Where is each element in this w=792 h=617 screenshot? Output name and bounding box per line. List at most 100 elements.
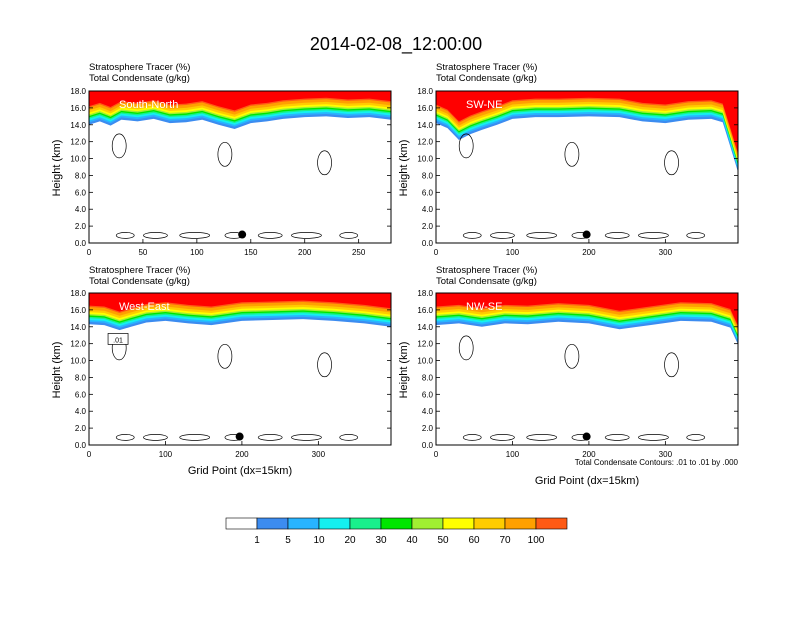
panel-1-subtitle-1: Stratosphere Tracer (%) (89, 62, 190, 73)
panel-2-xtick-label-3: 300 (659, 248, 673, 257)
panel-4-location-marker (582, 432, 591, 441)
panel-4-frame (435, 292, 739, 446)
panel-3-ytick-label-8: 16.0 (70, 306, 86, 315)
panel-1-ytick-label-7: 14.0 (70, 121, 86, 130)
panel-1: South-North 0.0 2.0 4.0 6.0 8.0 10.0 12.0 14.0 16… (70, 87, 392, 257)
panel-3-xtick-label-1: 100 (159, 450, 173, 459)
panel-2-subtitle-2: Total Condensate (g/kg) (436, 73, 537, 84)
panel-4-xtick-label-0: 0 (434, 450, 439, 459)
panel-4-ytick-label-9: 18.0 (417, 289, 433, 298)
panel-2-band-top (436, 91, 738, 154)
panel-1-xtick-label-1: 50 (138, 248, 147, 257)
panel-4-contour-low-6 (686, 434, 706, 441)
panel-3-condensate-contours (111, 335, 359, 441)
panel-2-contour-low-1 (490, 232, 515, 239)
panel-1-contour-low-0 (115, 232, 135, 239)
panel-1-condensate-contours (111, 133, 359, 239)
colorbar-swatch-6 (411, 517, 444, 530)
panel-3-contour-low-2 (179, 434, 211, 441)
panel-3-xtick-label-3: 300 (312, 450, 326, 459)
panel-4-ytick-label-5: 10.0 (417, 357, 433, 366)
panel-3-subtitle-1: Stratosphere Tracer (%) (89, 265, 190, 276)
panel-3-ytick-label-7: 14.0 (70, 323, 86, 332)
panel-4-contour-low-5 (638, 434, 669, 441)
panel-2-subtitle-1: Stratosphere Tracer (%) (436, 62, 537, 73)
panel-1-contour-low-4 (257, 232, 283, 239)
panel-4-condensate-contours (458, 335, 706, 441)
panel-1-xtick-label-5: 250 (352, 248, 366, 257)
panel-1-xtick-label-0: 0 (87, 248, 92, 257)
panel-1-ytick-label-3: 6.0 (75, 188, 87, 197)
colorbar-swatch-5 (380, 517, 413, 530)
panel-3-contour-low-4 (257, 434, 283, 441)
panel-3-ytick-label-0: 0.0 (75, 441, 87, 450)
panel-1-ytick-label-1: 2.0 (75, 222, 87, 231)
colorbar-swatch-0 (225, 517, 258, 530)
panel-2-contour-low-2 (526, 232, 558, 239)
colorbar-swatch-4 (349, 517, 382, 530)
colorbar-swatch-7 (442, 517, 475, 530)
panel-4-contour-low-1 (490, 434, 515, 441)
panel-3-location-marker (235, 432, 244, 441)
panel-4-contour-mid-2 (664, 352, 679, 378)
panel-2-xtick-label-0: 0 (434, 248, 439, 257)
panel-1-xtick-label-2: 100 (190, 248, 204, 257)
panel-1-xtick-label-3: 150 (244, 248, 258, 257)
colorbar-label-4: 30 (375, 535, 387, 546)
panel-2-contour-mid-1 (564, 141, 580, 167)
colorbar-label-1: 5 (285, 535, 291, 546)
panel-1-ytick-label-6: 12.0 (70, 138, 86, 147)
figure-title: 2014-02-08_12:00:00 (310, 34, 482, 55)
panel-1-contour-low-1 (143, 232, 168, 239)
panel-1-contour-mid-2 (317, 150, 332, 176)
panel-3-tracer-fill (89, 293, 391, 331)
panel-3-contour-label-box (107, 333, 129, 345)
panel-3-contour-low-5 (291, 434, 322, 441)
panel-1-header: Stratosphere Tracer (%) Total Condensate… (89, 62, 190, 84)
panel-4-ytick-label-1: 2.0 (422, 424, 434, 433)
panel-4-xtick-label-1: 100 (506, 450, 520, 459)
colorbar-label-6: 50 (437, 535, 449, 546)
panel-3-header: Stratosphere Tracer (%) Total Condensate… (89, 265, 190, 287)
panel-4-ytick-label-6: 12.0 (417, 340, 433, 349)
panel-1-contour-mid-0 (111, 133, 127, 159)
panel-4-ytick-label-7: 14.0 (417, 323, 433, 332)
panel-1-ytick-label-8: 16.0 (70, 104, 86, 113)
panel-3-xtick-label-0: 0 (87, 450, 92, 459)
panel-3-contour-mid-1 (217, 343, 233, 369)
panel-2-contour-low-5 (638, 232, 669, 239)
panel-2-contour-low-4 (604, 232, 630, 239)
panel-2-ytick-label-2: 4.0 (422, 205, 434, 214)
colorbar-label-2: 10 (313, 535, 325, 546)
panel-2-contour-low-0 (462, 232, 482, 239)
panel-4-ytick-label-4: 8.0 (422, 373, 434, 382)
colorbar-label-7: 60 (468, 535, 480, 546)
panel-4-ylabel: Height (km) (398, 342, 410, 399)
panel-4-contour-low-4 (604, 434, 630, 441)
panel-2: SW-NE 0.0 2.0 4.0 6.0 8.0 10.0 12.0 14.0 16.0 18.0… (417, 87, 739, 257)
panel-1-ytick-label-4: 8.0 (75, 171, 87, 180)
panel-2-band-8 (436, 91, 738, 158)
panel-1-name: South-North (119, 99, 178, 111)
panel-3-ytick-label-9: 18.0 (70, 289, 86, 298)
panel-4-subtitle-1: Stratosphere Tracer (%) (436, 265, 537, 276)
panel-2-ytick-label-0: 0.0 (422, 239, 434, 248)
panel-3-contour-mid-2 (317, 352, 332, 378)
panel-2-ytick-label-7: 14.0 (417, 121, 433, 130)
panel-3-ytick-label-5: 10.0 (70, 357, 86, 366)
panel-3-ylabel: Height (km) (51, 342, 63, 399)
panel-4-name: NW-SE (466, 301, 502, 313)
panel-2-location-marker (582, 230, 591, 239)
panel-1-ylabel: Height (km) (51, 140, 63, 197)
panel-1-contour-mid-1 (217, 141, 233, 167)
panel-4-ytick-label-8: 16.0 (417, 306, 433, 315)
panel-1-tracer-fill (89, 91, 391, 129)
panel-1-location-marker (238, 230, 247, 239)
panel-1-ytick-label-0: 0.0 (75, 239, 87, 248)
panel-4-tracer-fill (436, 293, 738, 345)
panel-3-ytick-label-4: 8.0 (75, 373, 87, 382)
panel-1-contour-low-2 (179, 232, 211, 239)
panel-4: NW-SE 0.0 2.0 4.0 6.0 8.0 10.0 12.0 14.0 16.0 18.0… (417, 289, 739, 459)
panel-2-contour-mid-0 (458, 133, 474, 159)
